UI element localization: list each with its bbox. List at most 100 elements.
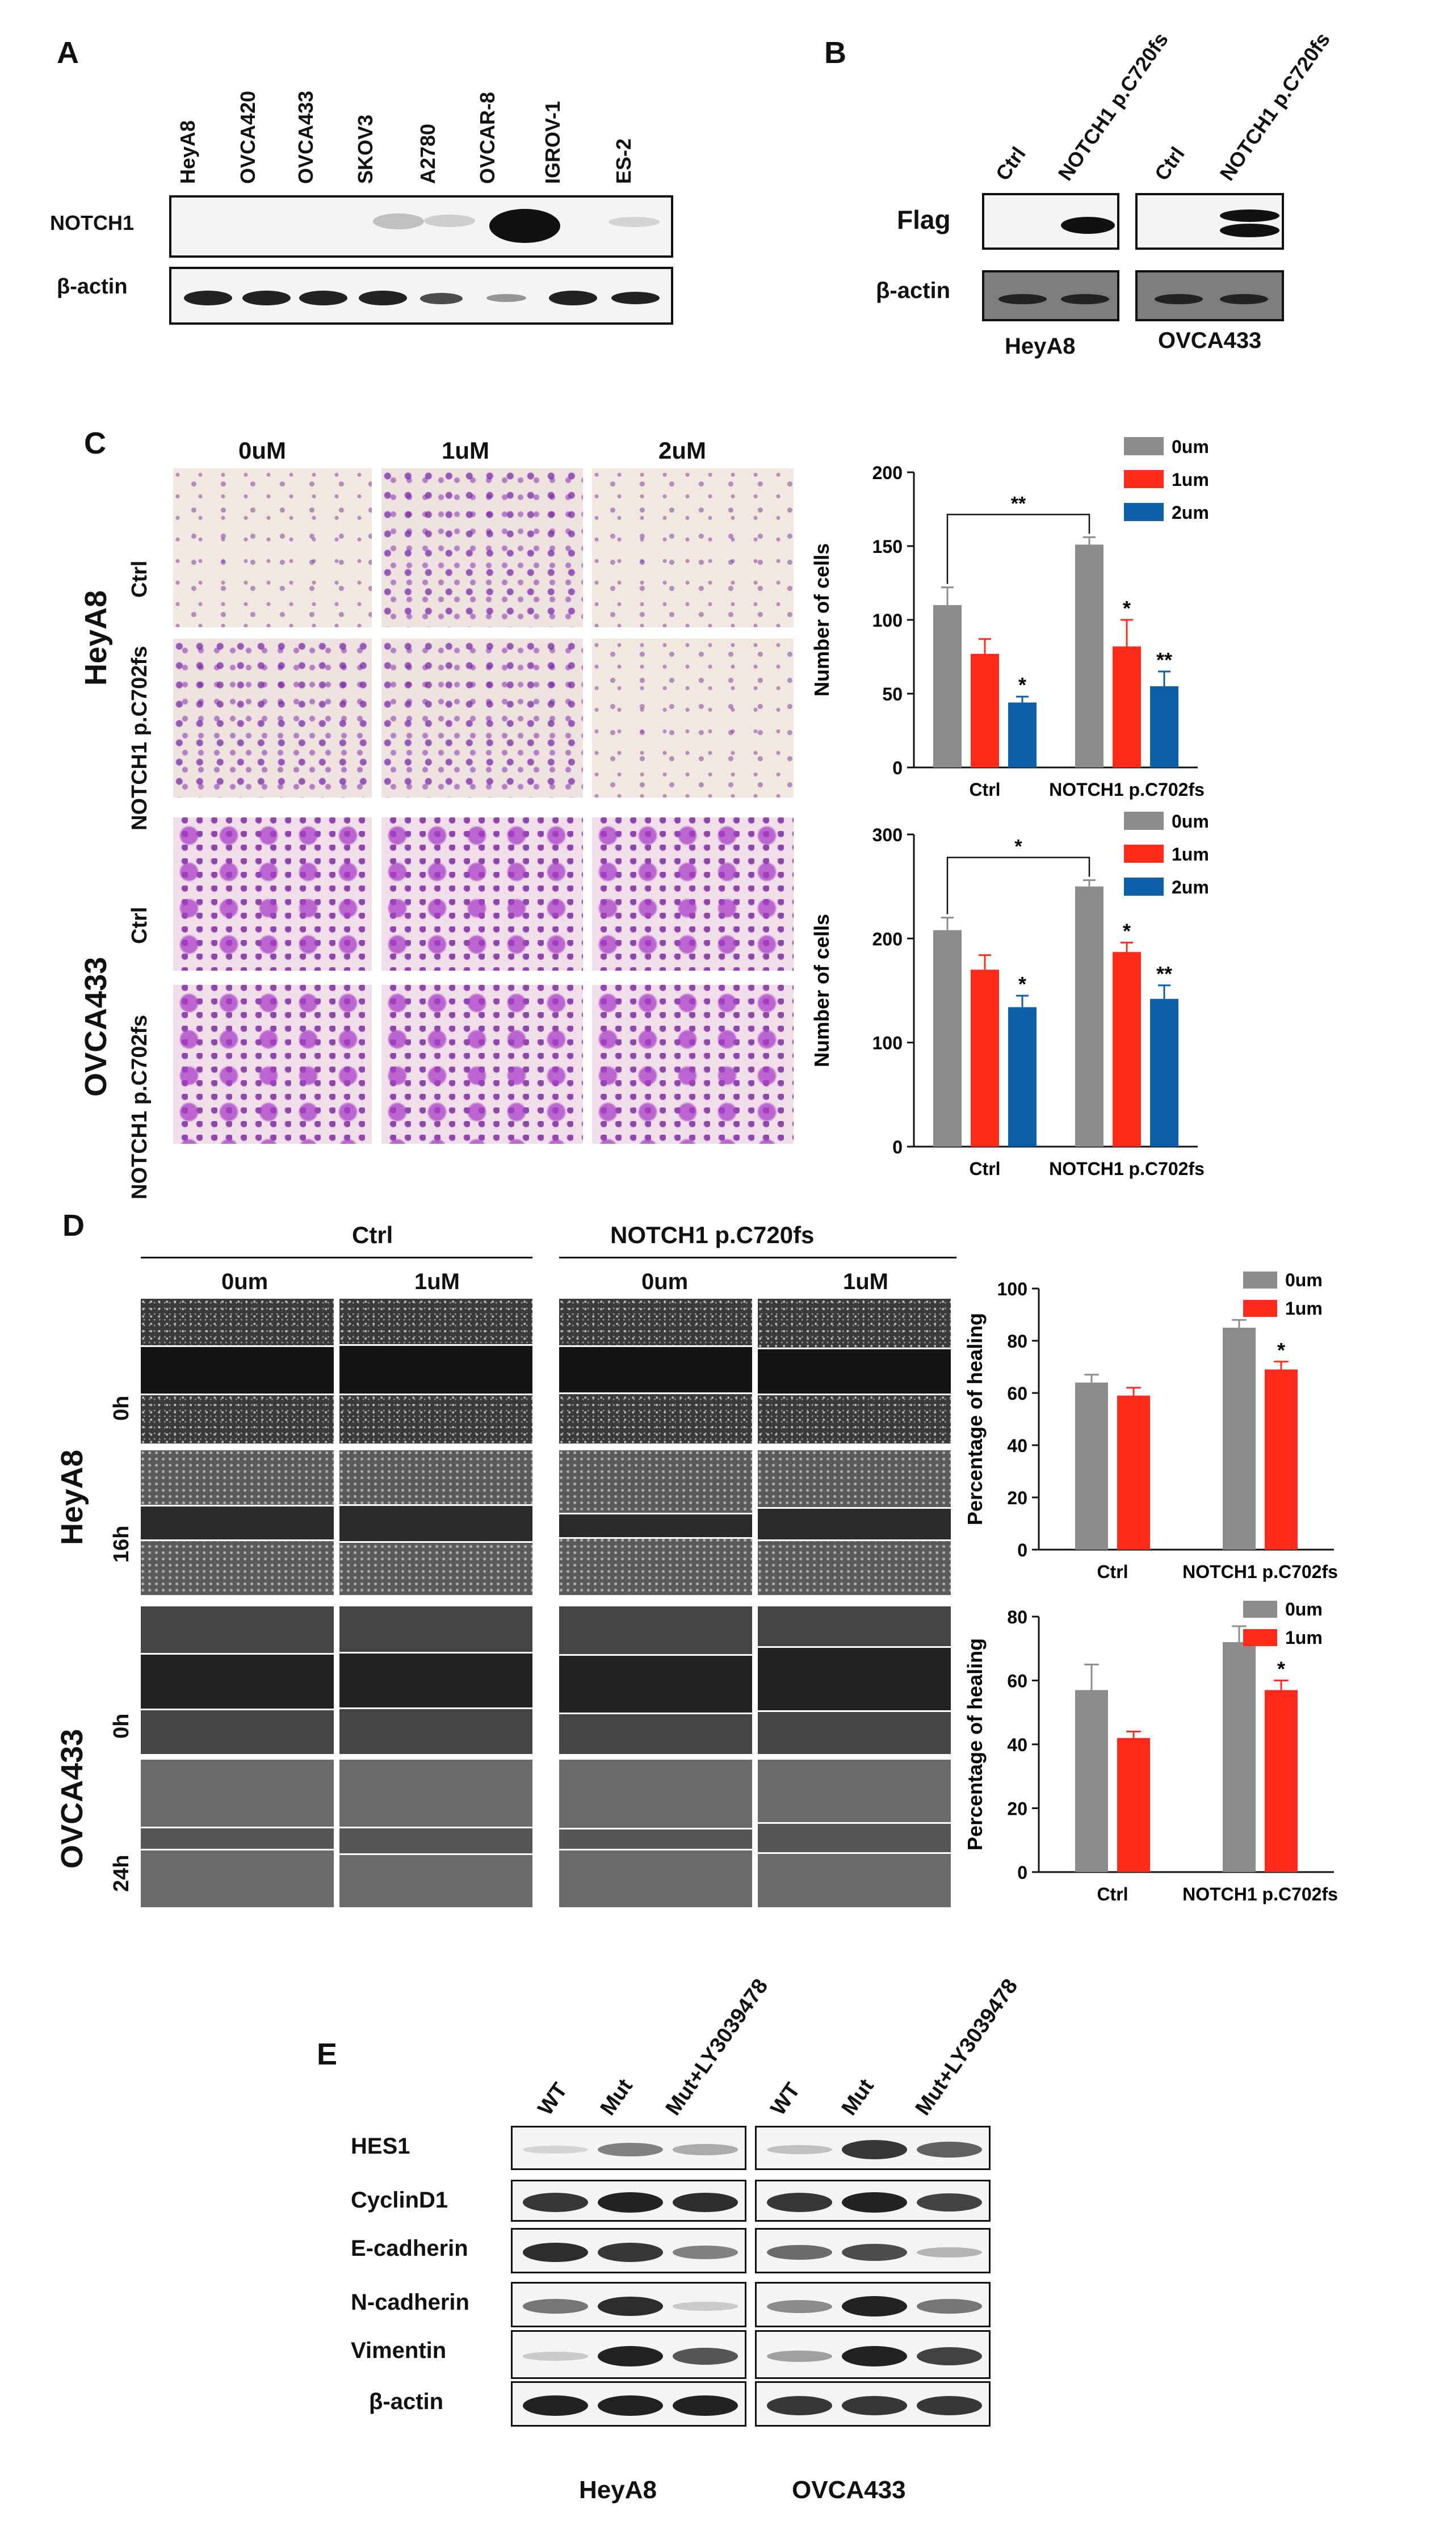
bar-2um-1 [1150,686,1178,767]
transwell-heya8-mut-0um [173,639,372,798]
panel-e-band [917,2193,982,2212]
panel-b-row-beta-actin: β-actin [876,278,951,303]
legend-swatch-0 [1243,1601,1277,1618]
panel-a-row-notch1: NOTCH1 [50,211,135,234]
panel-b-flag-blot-ovca433 [1135,193,1284,250]
panel-c-col-0um: 0uM [238,437,286,464]
panel-e-band [842,2346,907,2366]
category-label: Ctrl [1097,1884,1128,1904]
category-label: NOTCH1 p.C702fs [1049,779,1205,800]
y-tick-label: 150 [872,536,903,557]
significance-mark: * [1277,1657,1285,1681]
bar-0um-0 [1075,1690,1108,1872]
panel-label-a: A [57,36,79,70]
panel-e-blot-1-1 [755,2180,991,2222]
transwell-ovca433-ctrl-2um [592,817,794,971]
wound-heya8-ctrl-1um-16h [339,1450,532,1595]
y-tick-label: 100 [872,1033,903,1054]
bar-0um-1 [1223,1328,1256,1550]
panel-b-lane-0: Ctrl [991,142,1030,185]
panel-label-c: C [84,426,106,460]
panel-d-ovca433-time-24h: 24h [110,1854,133,1892]
bar-1um-1 [1265,1369,1298,1550]
panel-d-heya8-time-16h: 16h [110,1525,133,1563]
legend-swatch-1 [1124,470,1164,488]
panel-e-band [767,2193,832,2212]
legend-swatch-1 [1243,1629,1277,1646]
bar-1um-0 [1117,1738,1150,1872]
transwell-heya8-mut-1um [381,639,583,798]
panel-e-band [673,2245,738,2260]
panel-e-row-label-0: HES1 [351,2134,410,2159]
wound-ovca433-mut-0um-0h [559,1606,752,1754]
panel-e-lane-1: Mut [595,2075,637,2120]
panel-a-notch1-blot [169,195,673,258]
bracket-significance: ** [1011,493,1026,514]
bar-1um-1 [1113,952,1141,1147]
bar-0um-1 [1075,544,1103,767]
panel-d-col-ctrl-0um: 0um [221,1269,268,1294]
panel-e-row-label-4: Vimentin [351,2338,447,2363]
panel-e-blot-5-0 [511,2381,746,2427]
panel-a-row-beta-actin: β-actin [57,275,128,299]
legend-swatch-2 [1124,878,1164,896]
wound-heya8-mut-0um-16h [559,1450,752,1595]
legend-label-1: 1um [1285,1627,1323,1648]
significance-mark: * [1018,673,1026,696]
panel-c-ovca433-row-ctrl: Ctrl [128,907,152,944]
category-label: Ctrl [1097,1562,1128,1582]
significance-mark: * [1018,972,1026,996]
transwell-ovca433-mut-1um [381,985,583,1144]
y-tick-label: 200 [872,929,903,949]
panel-e-band [523,2146,588,2154]
panel-e-band [598,2142,663,2157]
panel-e-band [917,2396,982,2415]
y-tick-label: 0 [1017,1540,1027,1560]
chart-d-ovca433-healing: 0 20 40 60 80 Percentage of healing Ctrl * NOTCH… [965,1601,1338,1904]
panel-c-line-heya8: HeyA8 [79,590,113,686]
panel-e-band [523,2395,588,2416]
significance-bracket [946,514,1090,584]
transwell-ovca433-mut-2um [592,985,794,1144]
wound-ovca433-ctrl-1um-24h [339,1760,532,1907]
panel-e-band [598,2192,663,2213]
y-tick-label: 200 [872,463,903,483]
legend-swatch-0 [1243,1272,1277,1289]
panel-e-band [842,2296,907,2317]
panel-e-band [523,2352,588,2361]
y-axis-label: Percentage of healing [965,1638,987,1850]
significance-mark: ** [1156,648,1172,672]
panel-d-col-mut-0um: 0um [641,1269,689,1294]
panel-b-lane-3: NOTCH1 p.C720fs [1215,28,1335,185]
y-tick-label: 100 [997,1279,1027,1299]
legend-label-1: 1um [1172,844,1209,865]
panel-e-row-label-1: CyclinD1 [351,2188,448,2213]
legend-label-0: 0um [1285,1272,1323,1290]
panel-c-col-2um: 2uM [658,437,706,464]
panel-d-heya8-time-0h: 0h [110,1395,133,1421]
chart-d-heya8-healing: 0 20 40 60 80 100 Percentage of healing Ctrl * NO… [965,1272,1338,1582]
category-label: NOTCH1 p.C702fs [1182,1562,1338,1582]
panel-e-band [767,2244,832,2260]
panel-b-beta-actin-blot-ovca433 [1135,270,1284,321]
wound-heya8-mut-1um-16h [758,1450,951,1595]
panel-e-lane-4: Mut [837,2075,879,2120]
panel-e-band [917,2247,982,2257]
legend-swatch-1 [1243,1300,1277,1317]
panel-b-group-ovca433: OVCA433 [1158,328,1262,353]
panel-e-band [598,2346,663,2366]
panel-e-band [842,2192,907,2213]
panel-d-mut-divider [559,1257,956,1258]
wound-heya8-ctrl-1um-0h [339,1299,532,1443]
panel-d-group-ctrl: Ctrl [352,1222,393,1248]
y-tick-label: 0 [892,1137,903,1157]
legend-label-0: 0um [1172,812,1209,832]
panel-a-lane-4: A2780 [416,123,439,184]
panel-b-beta-actin-blot-heya8 [982,270,1119,321]
panel-b-lane-1: NOTCH1 p.C720fs [1053,28,1173,185]
wound-heya8-mut-0um-0h [559,1299,752,1443]
y-tick-label: 300 [872,825,903,845]
panel-b-flag-blot-heya8 [982,193,1119,250]
bar-2um-0 [1008,702,1037,767]
